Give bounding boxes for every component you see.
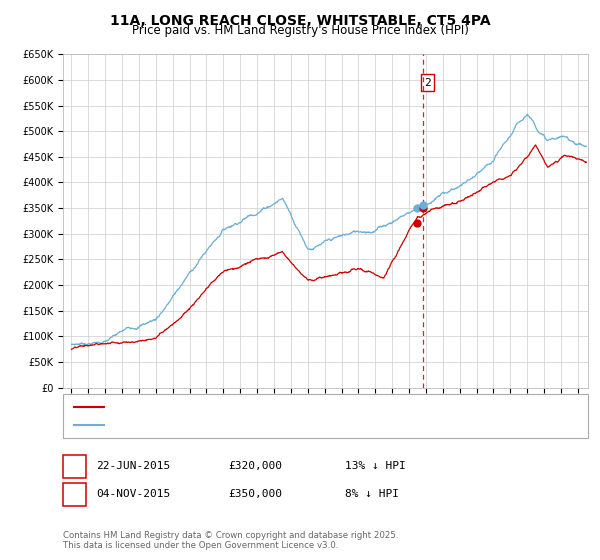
Text: £350,000: £350,000 [228, 489, 282, 499]
Text: HPI: Average price, detached house, Canterbury: HPI: Average price, detached house, Cant… [110, 420, 397, 430]
Text: 11A, LONG REACH CLOSE, WHITSTABLE, CT5 4PA: 11A, LONG REACH CLOSE, WHITSTABLE, CT5 4… [110, 14, 490, 28]
Text: Price paid vs. HM Land Registry's House Price Index (HPI): Price paid vs. HM Land Registry's House … [131, 24, 469, 37]
Text: 13% ↓ HPI: 13% ↓ HPI [345, 461, 406, 471]
Text: 22-JUN-2015: 22-JUN-2015 [96, 461, 170, 471]
Text: £320,000: £320,000 [228, 461, 282, 471]
Text: 2: 2 [71, 489, 78, 499]
Text: 11A, LONG REACH CLOSE, WHITSTABLE, CT5 4PA (detached house): 11A, LONG REACH CLOSE, WHITSTABLE, CT5 4… [110, 402, 479, 412]
Text: 04-NOV-2015: 04-NOV-2015 [96, 489, 170, 499]
Text: 1: 1 [71, 461, 78, 471]
Text: 8% ↓ HPI: 8% ↓ HPI [345, 489, 399, 499]
Text: 2: 2 [424, 77, 431, 87]
Text: Contains HM Land Registry data © Crown copyright and database right 2025.
This d: Contains HM Land Registry data © Crown c… [63, 531, 398, 550]
